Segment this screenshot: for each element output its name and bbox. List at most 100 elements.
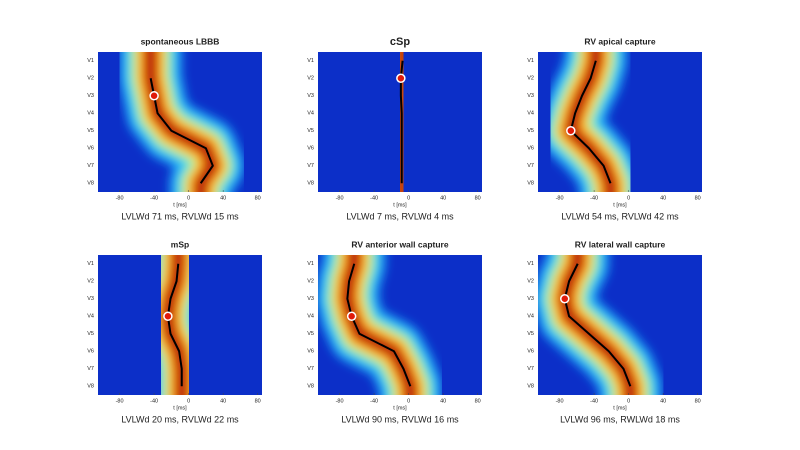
x-tick-label: 0	[187, 398, 190, 404]
x-axis-label: t [ms]	[173, 405, 187, 411]
x-tick-label: 80	[255, 195, 261, 201]
y-tick-label: V1	[87, 261, 94, 267]
y-tick-label: V3	[527, 93, 534, 99]
highlight-marker	[396, 73, 406, 83]
x-tick-label: 80	[475, 195, 481, 201]
activation-line	[166, 263, 183, 387]
x-axis-label: t [ms]	[393, 202, 407, 208]
x-tick-label: -40	[370, 195, 378, 201]
y-tick-label: V3	[527, 296, 534, 302]
x-tick-label: -80	[336, 398, 344, 404]
heatmap	[318, 255, 482, 395]
x-tick-label: 40	[660, 398, 666, 404]
y-tick-label: V7	[87, 366, 94, 372]
x-tick-label: 40	[660, 195, 666, 201]
x-axis-label: t [ms]	[613, 405, 627, 411]
x-tick-label: 80	[695, 195, 701, 201]
y-tick-label: V5	[527, 331, 534, 337]
x-tick-label: -80	[116, 195, 124, 201]
heatmap	[318, 52, 482, 192]
y-tick-label: V5	[307, 331, 314, 337]
x-tick-label: 40	[440, 195, 446, 201]
x-tick-label: -40	[370, 398, 378, 404]
highlight-marker	[566, 126, 576, 136]
heatmap	[98, 255, 262, 395]
y-tick-label: V5	[87, 331, 94, 337]
y-tick-label: V8	[87, 181, 94, 187]
y-tick-label: V4	[307, 314, 314, 320]
y-tick-label: V1	[307, 58, 314, 64]
x-tick-label: -40	[590, 398, 598, 404]
y-tick-label: V1	[307, 261, 314, 267]
x-tick-label: 0	[627, 398, 630, 404]
x-tick-label: 80	[255, 398, 261, 404]
x-tick-label: -80	[116, 398, 124, 404]
caption: LVLWd 96 ms, RWLWd 18 ms	[560, 414, 680, 424]
activation-line	[569, 60, 612, 184]
y-tick-label: V6	[307, 146, 314, 152]
y-tick-label: V7	[307, 366, 314, 372]
y-tick-label: V2	[307, 76, 314, 82]
chart-title: mSp	[171, 239, 189, 249]
y-tick-label: V3	[307, 296, 314, 302]
chart-title: RV apical capture	[584, 36, 655, 46]
y-tick-label: V4	[307, 111, 314, 117]
heatmap	[538, 255, 702, 395]
x-tick-label: 80	[695, 398, 701, 404]
y-tick-label: V5	[87, 128, 94, 134]
y-tick-label: V2	[527, 279, 534, 285]
y-tick-label: V2	[307, 279, 314, 285]
x-axis-label: t [ms]	[173, 202, 187, 208]
y-tick-label: V4	[527, 111, 534, 117]
caption: LVLWd 71 ms, RVLWd 15 ms	[121, 211, 239, 221]
y-tick-label: V3	[307, 93, 314, 99]
y-tick-label: V5	[307, 128, 314, 134]
x-tick-label: -80	[556, 195, 564, 201]
y-tick-label: V7	[527, 366, 534, 372]
x-tick-label: 0	[407, 398, 410, 404]
y-tick-label: V6	[87, 349, 94, 355]
chart-title: spontaneous LBBB	[141, 36, 220, 46]
chart-title: cSp	[390, 36, 410, 48]
y-tick-label: V3	[87, 93, 94, 99]
y-tick-label: V7	[87, 163, 94, 169]
highlight-marker	[163, 311, 173, 321]
chart-title: RV anterior wall capture	[351, 239, 448, 249]
x-tick-label: -80	[556, 398, 564, 404]
x-tick-label: 40	[220, 195, 226, 201]
x-axis-label: t [ms]	[613, 202, 627, 208]
y-tick-label: V6	[527, 349, 534, 355]
x-tick-label: 0	[627, 195, 630, 201]
activation-line	[563, 263, 632, 387]
y-tick-label: V2	[527, 76, 534, 82]
heatmap	[538, 52, 702, 192]
x-tick-label: 0	[407, 195, 410, 201]
highlight-marker	[149, 91, 159, 101]
y-tick-label: V5	[527, 128, 534, 134]
highlight-marker	[560, 294, 570, 304]
x-tick-label: -40	[590, 195, 598, 201]
highlight-marker	[346, 311, 357, 321]
x-tick-label: 40	[440, 398, 446, 404]
x-tick-label: 40	[220, 398, 226, 404]
x-tick-label: 0	[187, 195, 190, 201]
y-tick-label: V4	[527, 314, 534, 320]
y-tick-label: V2	[87, 279, 94, 285]
activation-line	[346, 263, 412, 387]
y-tick-label: V1	[527, 261, 534, 267]
y-tick-label: V6	[527, 146, 534, 152]
y-tick-label: V7	[527, 163, 534, 169]
y-tick-label: V8	[87, 384, 94, 390]
heatmap	[98, 52, 262, 192]
y-tick-label: V8	[307, 384, 314, 390]
y-tick-label: V2	[87, 76, 94, 82]
x-tick-label: -40	[150, 195, 158, 201]
chart-title: RV lateral wall capture	[575, 239, 666, 249]
caption: LVLWd 54 ms, RVLWd 42 ms	[561, 211, 679, 221]
y-tick-label: V6	[307, 349, 314, 355]
y-tick-label: V8	[527, 384, 534, 390]
caption: LVLWd 7 ms, RVLWd 4 ms	[346, 211, 454, 221]
x-axis-label: t [ms]	[393, 405, 407, 411]
caption: LVLWd 90 ms, RVLWd 16 ms	[341, 414, 459, 424]
